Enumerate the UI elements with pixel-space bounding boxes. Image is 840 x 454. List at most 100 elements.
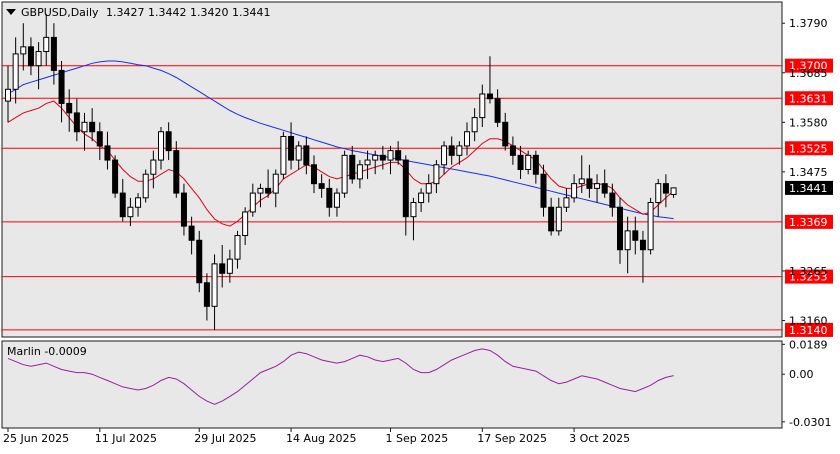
candle-bull	[364, 159, 371, 166]
candle-bull	[563, 197, 570, 208]
candle-bear	[662, 183, 669, 194]
indicator-panel[interactable]	[1, 340, 783, 429]
time-tick-label: 25 Jun 2025	[3, 432, 69, 445]
level-price-tag	[785, 322, 833, 337]
candle-bull	[356, 164, 363, 180]
candle-bear	[165, 131, 172, 152]
candle-bull	[418, 192, 425, 204]
price-tick-label: 1.3580	[789, 116, 828, 129]
candle-bull	[135, 197, 142, 208]
candle-bull	[35, 51, 42, 67]
candle-bear	[96, 131, 103, 147]
candle-bull	[555, 206, 562, 232]
candle-bull	[456, 145, 463, 156]
candle-bear	[58, 69, 65, 104]
time-tick-label: 29 Jul 2025	[194, 432, 256, 445]
osc-tick-label: -0.0301	[789, 416, 831, 429]
dropdown-triangle-icon[interactable]	[6, 9, 16, 15]
candle-bull	[43, 36, 50, 53]
candle-bear	[265, 187, 272, 194]
candle-bull	[571, 183, 578, 199]
candle-bear	[188, 225, 195, 241]
candle-bear	[50, 36, 57, 71]
symbol-timeframe: GBPUSD,Daily	[21, 6, 99, 19]
candle-bear	[632, 230, 639, 241]
candle-bull	[647, 202, 654, 251]
candle-bull	[433, 164, 440, 185]
candle-bull	[12, 53, 19, 90]
current-price-tag	[785, 180, 833, 195]
price-tick-label: 1.3685	[789, 67, 828, 80]
level-price-label: 1.3369	[789, 216, 828, 229]
candle-bear	[395, 150, 402, 161]
current-price-label: 1.3441	[789, 182, 828, 195]
candle-bull	[471, 117, 478, 133]
candle-bull	[341, 154, 348, 194]
candle-bear	[73, 112, 80, 133]
level-price-tag	[785, 214, 833, 229]
ma-fast-line	[7, 100, 674, 227]
candle-bear	[540, 173, 547, 208]
candle-bull	[81, 121, 88, 133]
oscillator	[7, 348, 674, 405]
candle-bear	[303, 145, 310, 166]
price-tick-label: 1.3265	[789, 265, 828, 278]
candle-bear	[326, 187, 333, 208]
candle-bear	[180, 192, 187, 227]
level-price-label: 1.3253	[789, 271, 828, 284]
candle-bear	[617, 206, 623, 251]
level-price-tag	[785, 58, 833, 73]
level-price-label: 1.3140	[789, 324, 828, 337]
level-price-label: 1.3525	[789, 142, 828, 155]
candle-bear	[532, 154, 539, 175]
candle-bull	[441, 145, 448, 166]
time-tick-label: 14 Aug 2025	[286, 432, 356, 445]
candle-bull	[372, 154, 379, 161]
candle-bear	[104, 145, 111, 161]
candle-bull	[594, 183, 601, 189]
candle-bear	[517, 154, 524, 171]
candle-bull	[479, 93, 486, 119]
candle-bull	[242, 211, 249, 237]
osc-tick-label: 0.0189	[789, 338, 828, 351]
candle-bull	[150, 159, 157, 175]
candle-bull	[249, 192, 256, 213]
candle-bear	[601, 183, 608, 194]
candle-bear	[379, 154, 386, 161]
candle-bull	[578, 178, 585, 185]
moving-averages	[7, 60, 674, 227]
candle-bull	[272, 173, 279, 194]
candle-bear	[586, 178, 593, 189]
candle-bull	[20, 46, 27, 55]
candle-bull	[142, 173, 149, 199]
ohlc-values: 1.3427 1.3442 1.3420 1.3441	[106, 6, 270, 19]
horizontal-levels	[2, 65, 782, 331]
candle-bull	[5, 88, 11, 102]
candle-bull	[464, 131, 470, 147]
candle-bear	[66, 102, 73, 114]
level-price-tag	[785, 141, 833, 156]
candle-bear	[27, 46, 34, 67]
time-axis: 25 Jun 2025 11 Jul 2025 29 Jul 2025 14 Aug …	[3, 428, 630, 445]
candle-bull	[655, 183, 662, 204]
candle-bear	[402, 159, 409, 218]
candle-bull	[425, 183, 432, 194]
time-tick-label: 3 Oct 2025	[569, 432, 630, 445]
chart-header: GBPUSD,Daily 1.3427 1.3442 1.3420 1.3441	[6, 6, 270, 19]
candle-bear	[318, 183, 325, 189]
candle-bear	[196, 239, 203, 284]
price-panel[interactable]	[1, 1, 783, 338]
candle-bear	[112, 159, 119, 194]
candle-bull	[387, 150, 394, 161]
candle-bull	[226, 258, 233, 274]
candle-bull	[234, 235, 241, 260]
candle-bear	[89, 121, 96, 133]
candle-bull	[624, 230, 631, 251]
level-price-label: 1.3631	[789, 92, 828, 105]
candle-bear	[486, 93, 493, 100]
candle-bull	[333, 192, 340, 208]
candle-bull	[410, 202, 417, 218]
time-tick-label: 11 Jul 2025	[95, 432, 157, 445]
